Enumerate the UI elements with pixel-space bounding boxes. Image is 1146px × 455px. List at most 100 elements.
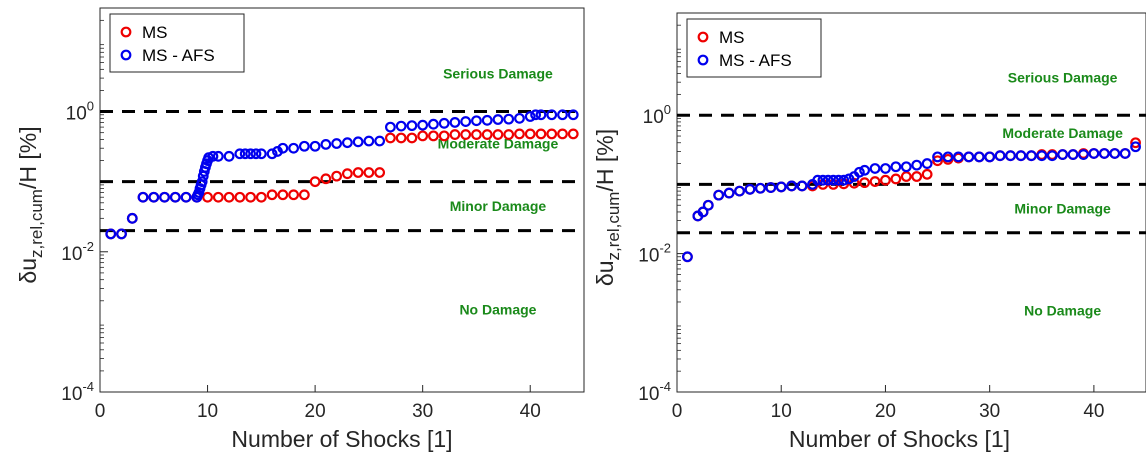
ms-afs-point <box>137 191 149 203</box>
x-axis-label: Number of Shocks [1] <box>231 426 452 452</box>
ms-afs-point <box>1098 148 1110 159</box>
ms-point <box>921 168 933 180</box>
ms-point <box>385 132 396 144</box>
chart-panel-1: 10-4 10-2 100 0 10 20 30 40 Number of Shocks [1]… <box>15 7 585 452</box>
legend-marker <box>120 26 132 38</box>
ms-afs-point <box>406 120 418 132</box>
ms-point <box>449 129 461 140</box>
ms-point <box>524 128 536 140</box>
ms-afs-point <box>395 120 407 132</box>
ms-point <box>535 128 547 140</box>
ms-point <box>320 173 332 185</box>
ms-point <box>438 130 450 142</box>
zone-label: Moderate Damage <box>438 136 559 152</box>
ms-afs-point <box>697 206 709 218</box>
ms-point <box>406 132 418 144</box>
ms-afs-point <box>1088 148 1100 159</box>
ms-afs-point <box>196 176 208 188</box>
legend-marker <box>697 54 709 66</box>
ms-afs-point <box>385 121 396 133</box>
ms-afs-point <box>953 151 964 163</box>
chart-panel-2: 10-4 10-2 100 0 10 20 30 40 Number of Shocks [1]… <box>592 12 1146 452</box>
ms-afs-point <box>460 116 472 127</box>
ms-afs-point <box>530 109 541 121</box>
ms-point <box>374 167 386 178</box>
ms-point <box>298 189 310 201</box>
ms-afs-point <box>682 251 693 263</box>
ms-afs-point <box>1025 150 1037 162</box>
ms-afs-point <box>994 150 1006 162</box>
y-tick-label: 10-4 <box>61 379 94 405</box>
ms-point <box>460 129 472 140</box>
ms-afs-point <box>471 115 482 127</box>
ms-point <box>363 167 375 178</box>
ms-afs-point <box>320 139 332 150</box>
x-tick-label: 30 <box>979 401 1000 422</box>
ms-point <box>331 170 343 182</box>
y-axis-label: δuz,rel,cum/H [%] <box>592 129 623 286</box>
ms-afs-point <box>796 180 808 192</box>
ms-point <box>869 176 881 187</box>
ms-point <box>245 191 256 203</box>
ms-point <box>417 130 429 142</box>
ms-point <box>277 189 289 201</box>
ms-afs-point <box>438 117 450 129</box>
x-tick-label: 40 <box>520 401 541 422</box>
ms-point <box>223 191 235 203</box>
ms-afs-point <box>105 228 117 240</box>
ms-point <box>557 128 568 140</box>
ms-afs-point <box>180 191 192 203</box>
ms-point <box>880 174 891 186</box>
ms-afs-point <box>126 212 138 224</box>
ms-afs-point <box>812 174 824 186</box>
x-tick-label: 10 <box>771 401 792 422</box>
ms-afs-point <box>212 150 224 162</box>
ms-afs-point <box>817 174 829 186</box>
ms-afs-point <box>557 109 568 121</box>
ms-afs-point <box>1130 141 1141 153</box>
x-axis-label: Number of Shocks [1] <box>789 426 1010 452</box>
zone-label: Serious Damage <box>443 65 553 81</box>
ms-afs-point <box>775 181 787 193</box>
ms-afs-point <box>524 111 536 122</box>
ms-point <box>266 189 278 201</box>
ms-afs-point <box>1046 150 1058 162</box>
ms-afs-point <box>843 173 855 185</box>
ms-afs-point <box>535 109 547 121</box>
ms-afs-point <box>288 142 300 154</box>
ms-afs-point <box>449 117 461 128</box>
ms-afs-point <box>331 138 343 149</box>
zone-label: No Damage <box>459 302 536 318</box>
ms-afs-point <box>1057 149 1069 160</box>
ms-afs-point <box>428 118 439 130</box>
y-tick-label: 10-4 <box>638 379 671 405</box>
ms-afs-point <box>277 142 289 154</box>
ms-afs-point <box>880 163 891 174</box>
ms-point <box>503 129 515 140</box>
ms-point <box>911 171 923 182</box>
legend <box>686 18 822 78</box>
ms-afs-point <box>859 164 870 176</box>
ms-afs-point <box>744 183 756 195</box>
x-tick-label: 20 <box>875 401 896 422</box>
ms-point <box>395 132 407 144</box>
ms-afs-point <box>492 114 504 125</box>
ms-afs-point <box>853 166 865 178</box>
legend-label: MS <box>719 28 745 47</box>
ms-afs-point <box>255 148 267 160</box>
ms-afs-point <box>298 140 310 152</box>
ms-afs-point <box>363 135 375 147</box>
ms-point <box>428 130 439 142</box>
ms-afs-point <box>374 135 386 147</box>
ms-afs-point <box>963 151 975 163</box>
ms-afs-point <box>1109 148 1121 159</box>
ms-point <box>212 191 224 203</box>
ms-afs-point <box>567 109 579 121</box>
ms-afs-point <box>723 187 735 199</box>
ms-point <box>255 191 267 203</box>
ms-point <box>567 128 579 140</box>
ms-point <box>890 173 902 185</box>
ms-afs-point <box>932 151 943 163</box>
x-tick-label: 0 <box>95 401 106 422</box>
